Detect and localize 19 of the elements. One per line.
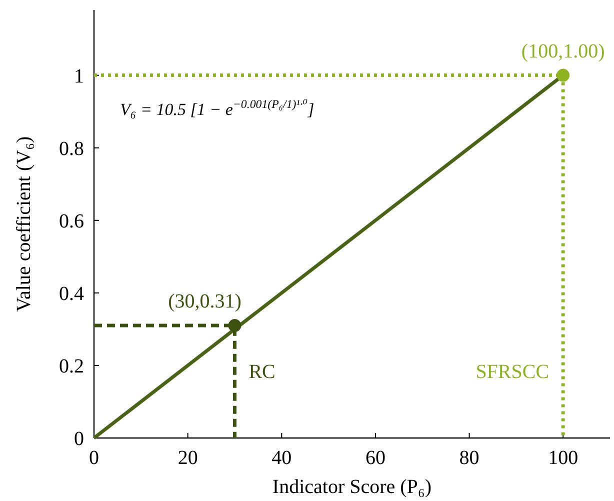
annotation: V₆ = 10.5 [1 − e$^{−0.001(P₆/1)¹·⁰}$] <box>120 97 314 119</box>
annotation: RC <box>248 361 276 383</box>
x-tick-label: 80 <box>459 447 480 469</box>
y-tick-label: 0.8 <box>59 138 84 160</box>
annotation: (100,1.00) <box>521 40 605 62</box>
y-axis-title: Value coefficient (V₆) <box>13 136 35 312</box>
x-tick-label: 20 <box>178 447 198 469</box>
annotation: SFRSCC <box>476 361 550 383</box>
y-tick-label: 0 <box>74 428 84 450</box>
y-tick-label: 1 <box>74 65 84 88</box>
annotation: (30,0.31) <box>168 290 242 313</box>
x-tick-label: 40 <box>272 447 292 469</box>
x-axis-title: Indicator Score (P₆) <box>272 476 432 498</box>
y-tick-label: 0.2 <box>59 355 84 378</box>
x-tick-label: 60 <box>365 447 386 469</box>
y-tick-label: 0.6 <box>59 210 84 232</box>
x-tick-label: 0 <box>89 447 99 469</box>
x-tick-label: 100 <box>548 447 578 469</box>
y-tick-label: 0.4 <box>59 282 84 305</box>
